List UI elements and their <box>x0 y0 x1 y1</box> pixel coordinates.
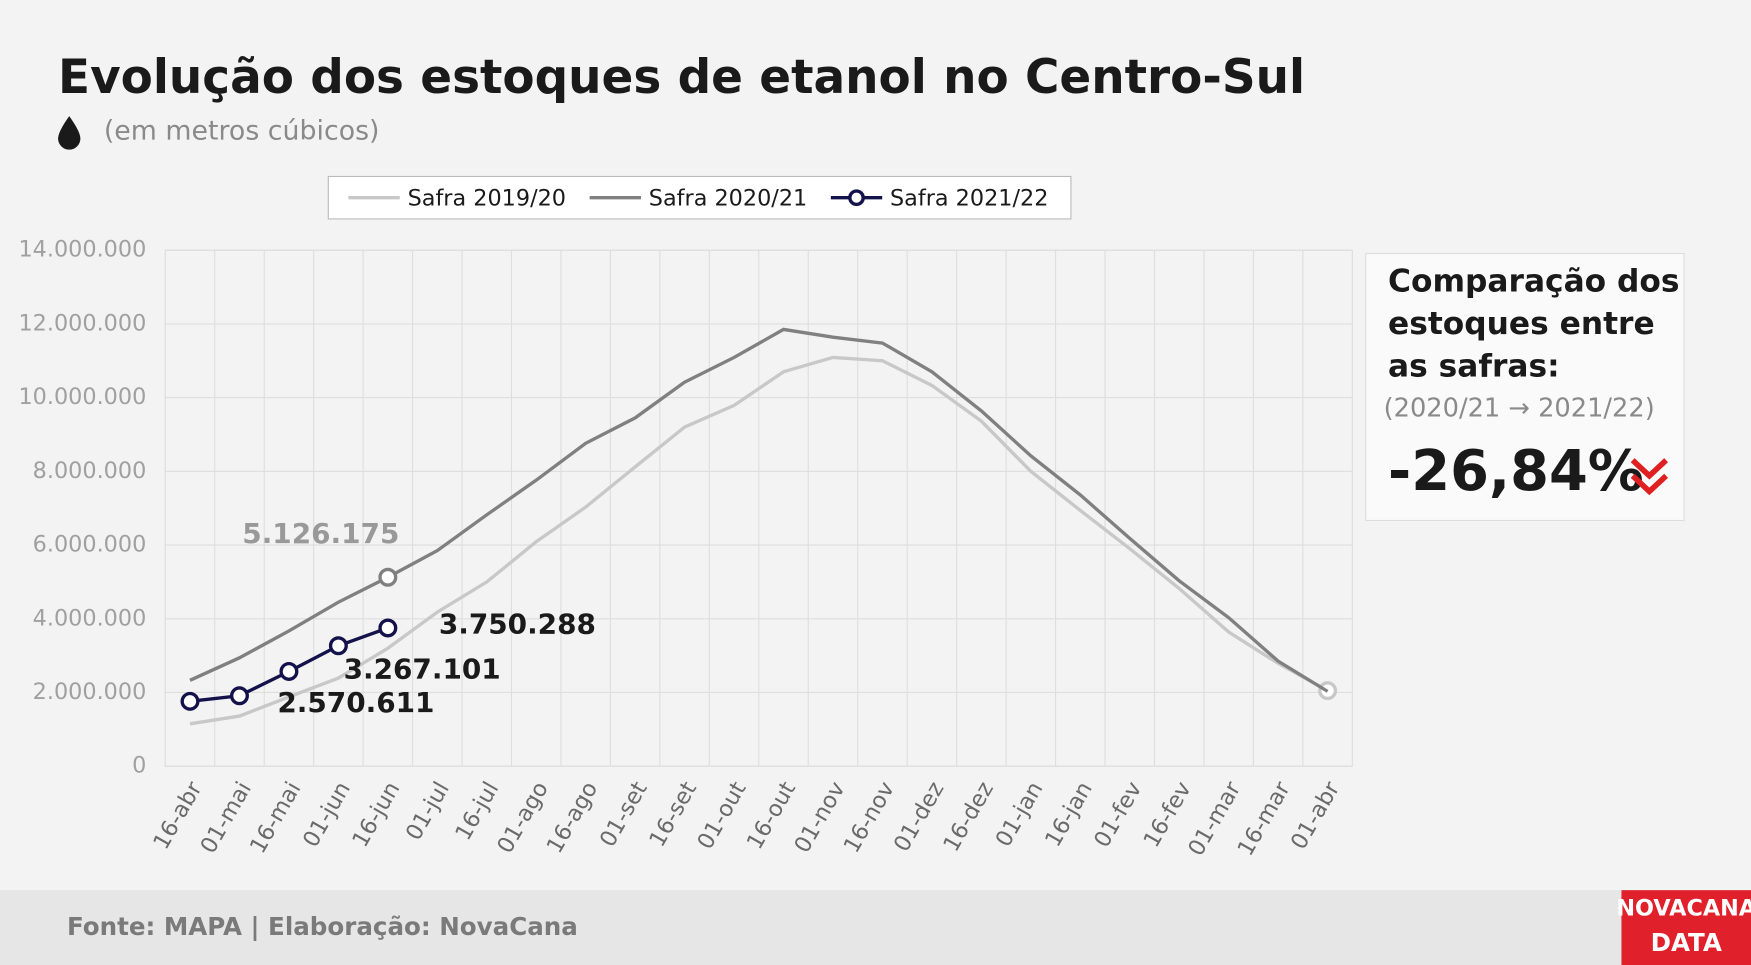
marker <box>229 686 249 706</box>
panel-change: -26,84% <box>1388 439 1644 504</box>
panel-period: (2020/21 → 2021/22) <box>1384 393 1655 423</box>
down-icon <box>1630 458 1669 496</box>
y-tick-label: 14.000.000 <box>18 237 146 263</box>
logo-text: DATA <box>1651 928 1722 957</box>
footer <box>0 890 1751 965</box>
y-tick-label: 4.000.000 <box>33 605 147 631</box>
legend-label: Safra 2020/21 <box>649 185 807 211</box>
marker <box>279 661 299 681</box>
logo <box>1621 890 1751 965</box>
y-tick-label: 10.000.000 <box>18 384 146 410</box>
marker <box>180 691 200 711</box>
series-line <box>189 355 1329 726</box>
panel-text: Comparação dos <box>1388 264 1679 300</box>
data-label: 5.126.175 <box>242 517 399 550</box>
legend-marker <box>848 189 865 207</box>
subtitle: (em metros cúbicos) <box>104 115 380 146</box>
source: Fonte: MAPA | Elaboração: NovaCana <box>67 912 578 941</box>
marker <box>378 618 398 638</box>
marker <box>378 567 398 587</box>
y-tick-label: 12.000.000 <box>18 310 146 336</box>
legend <box>327 175 1072 220</box>
marker <box>328 636 348 656</box>
panel <box>1365 252 1685 522</box>
drop-icon <box>58 116 81 150</box>
data-label: 3.750.288 <box>439 608 596 641</box>
panel-text: estoques entre <box>1388 306 1655 342</box>
legend-label: Safra 2019/20 <box>408 185 566 211</box>
logo-text: NOVACANA <box>1616 896 1751 922</box>
chart-title: Evolução dos estoques de etanol no Centr… <box>58 50 1305 105</box>
y-tick-label: 2.000.000 <box>33 679 147 705</box>
panel-text: as safras: <box>1388 348 1560 384</box>
legend-label: Safra 2021/22 <box>890 185 1048 211</box>
data-label: 2.570.611 <box>277 686 434 719</box>
y-tick-label: 0 <box>132 753 146 779</box>
y-tick-label: 6.000.000 <box>33 532 147 558</box>
y-tick-label: 8.000.000 <box>33 458 147 484</box>
data-label: 3.267.101 <box>344 652 501 685</box>
